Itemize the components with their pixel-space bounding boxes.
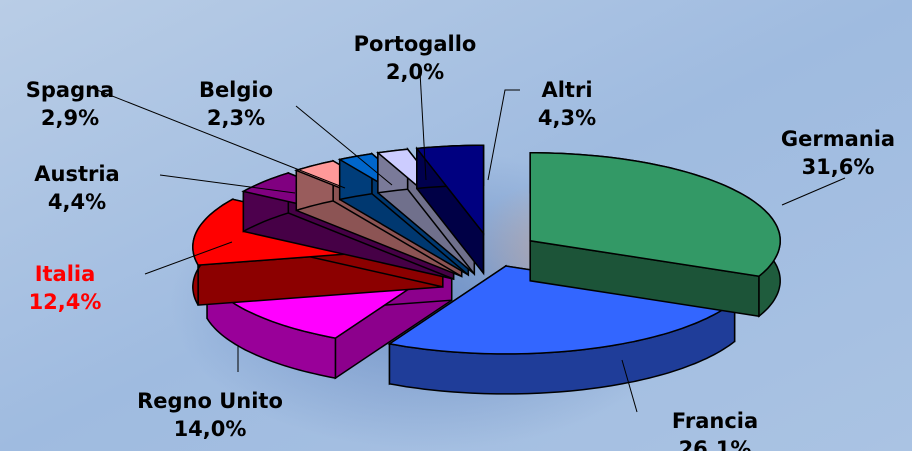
value-label: 2,9% bbox=[41, 106, 99, 130]
value-label: 4,3% bbox=[538, 106, 596, 130]
value-label: 4,4% bbox=[48, 190, 106, 214]
slice bbox=[529, 152, 781, 277]
value-label: 12,4% bbox=[29, 290, 102, 314]
leader-line bbox=[621, 359, 638, 413]
slice bbox=[387, 264, 737, 395]
pie bbox=[192, 144, 781, 395]
slice bbox=[415, 144, 485, 276]
category-label: Germania bbox=[781, 127, 895, 151]
category-label: Spagna bbox=[26, 78, 114, 102]
slice bbox=[387, 265, 737, 355]
category-label: Francia bbox=[672, 409, 758, 433]
category-label: Belgio bbox=[199, 78, 273, 102]
slice bbox=[529, 152, 781, 318]
category-label: Austria bbox=[34, 162, 119, 186]
value-label: 2,0% bbox=[386, 60, 444, 84]
category-label: Portogallo bbox=[354, 32, 477, 56]
slice bbox=[415, 144, 485, 236]
category-label: Regno Unito bbox=[137, 389, 283, 413]
value-label: 31,6% bbox=[802, 155, 875, 179]
leader-line bbox=[419, 71, 427, 181]
category-label: Altri bbox=[541, 78, 592, 102]
leader-line bbox=[487, 89, 520, 181]
labels: Germania 31,6% Francia 26,1% Regno Unito 14,0… bbox=[26, 32, 895, 455]
category-label: Italia bbox=[35, 262, 96, 286]
leader-line bbox=[159, 174, 296, 194]
leader-line bbox=[91, 87, 346, 189]
leader-line bbox=[295, 105, 393, 186]
value-label: 2,3% bbox=[207, 106, 265, 130]
value-label: 14,0% bbox=[174, 417, 247, 441]
leader-line bbox=[144, 241, 233, 275]
leader-line bbox=[781, 177, 846, 206]
value-label: 26,1% bbox=[679, 437, 752, 451]
